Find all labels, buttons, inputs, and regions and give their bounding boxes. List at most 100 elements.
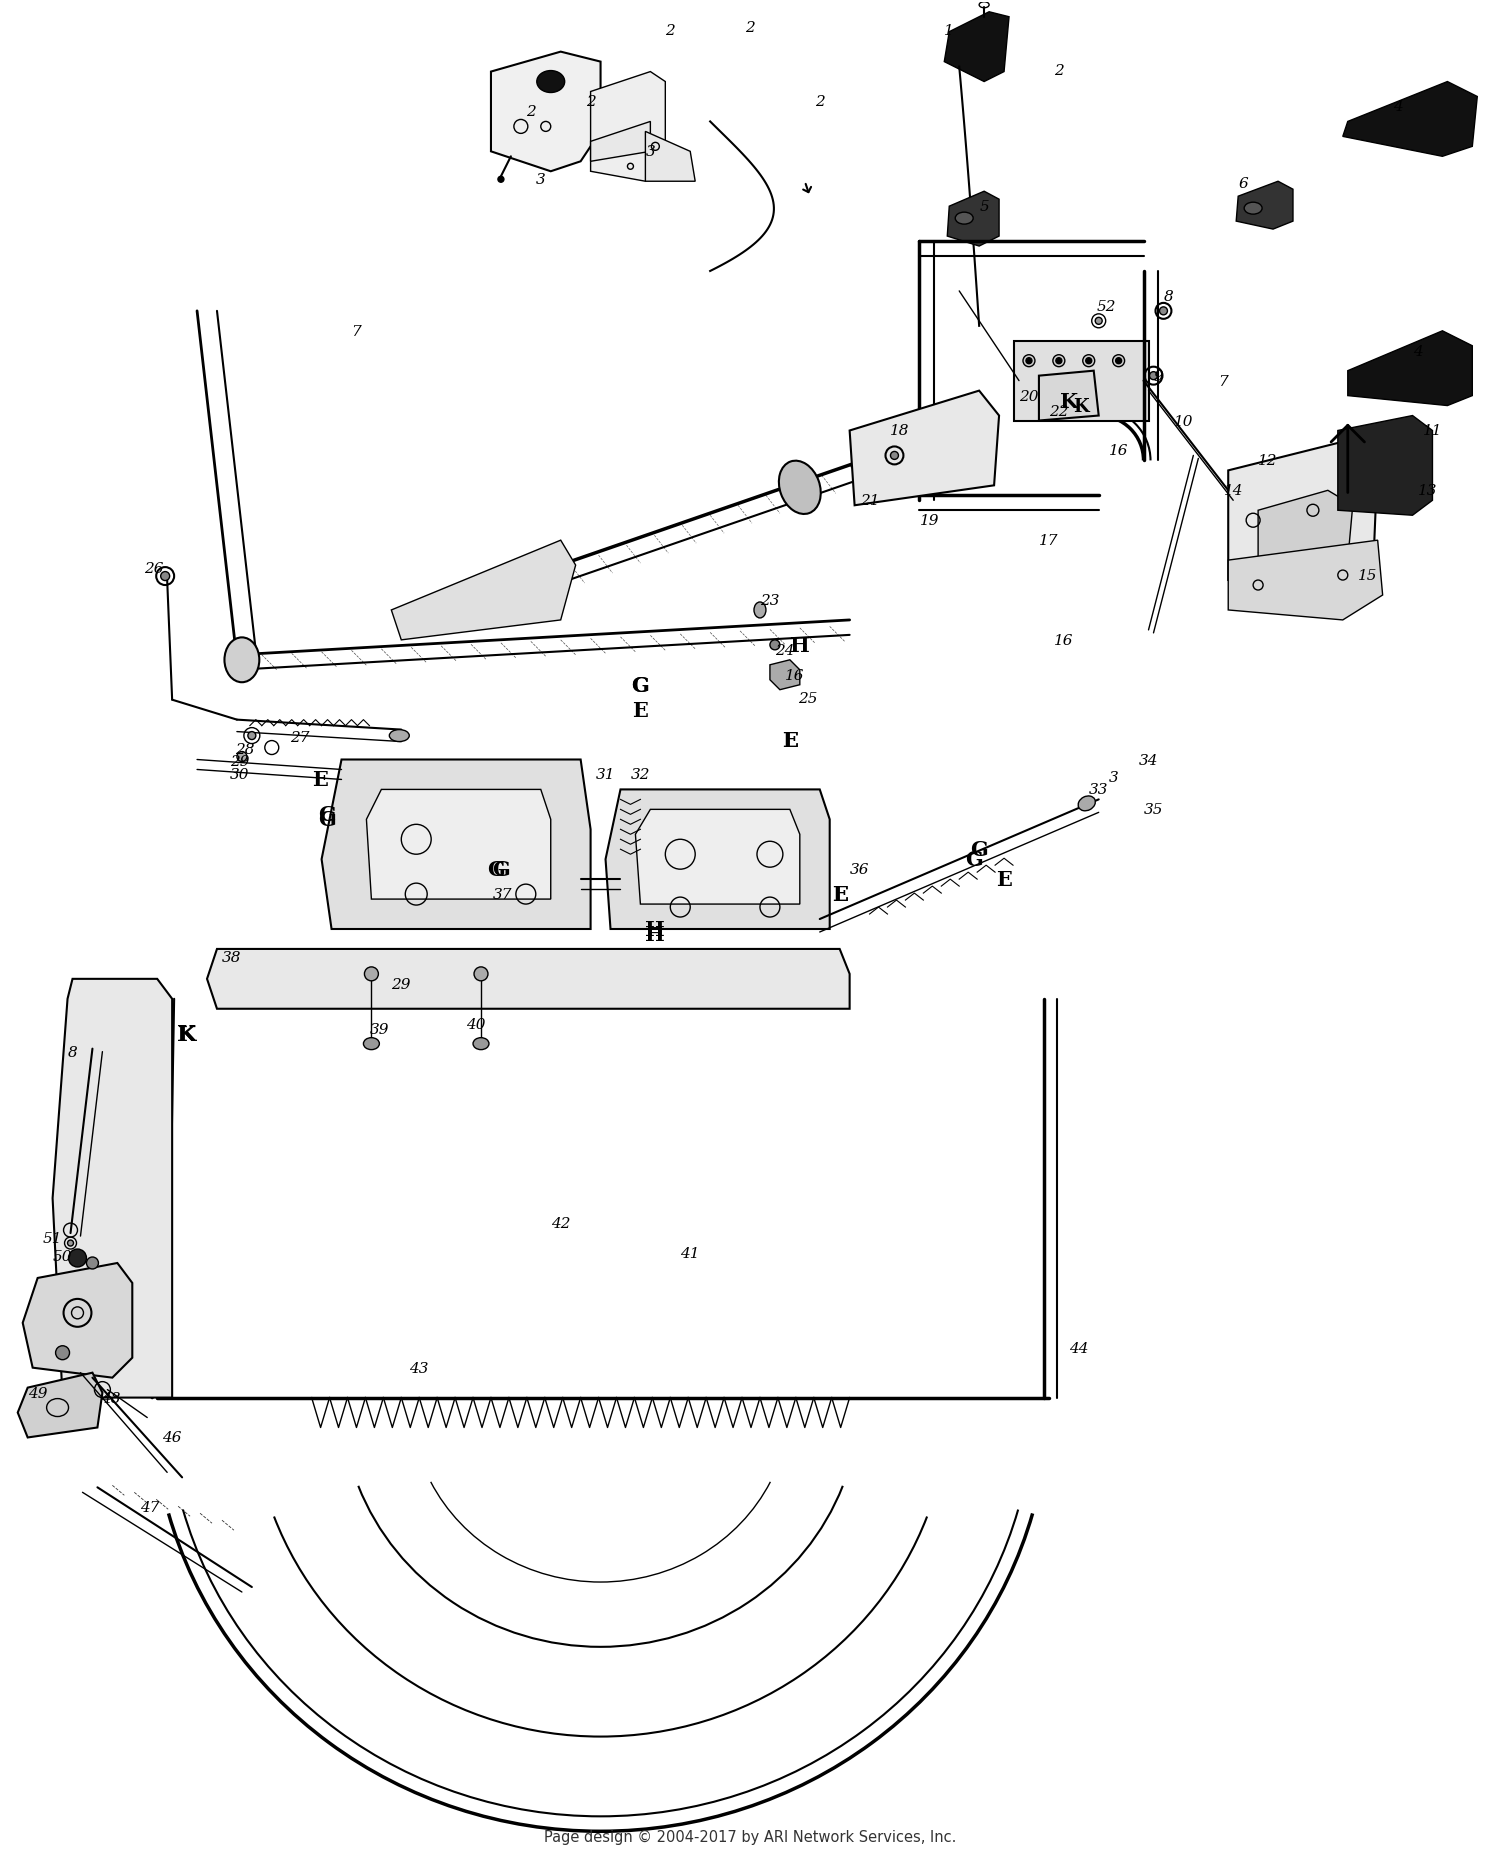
- Text: 21: 21: [859, 493, 879, 508]
- Ellipse shape: [891, 453, 898, 460]
- Text: 44: 44: [1070, 1341, 1089, 1354]
- Ellipse shape: [1078, 796, 1095, 811]
- Text: 2: 2: [526, 106, 536, 119]
- Text: 34: 34: [1138, 753, 1158, 768]
- Polygon shape: [770, 660, 800, 690]
- Ellipse shape: [1116, 358, 1122, 364]
- Ellipse shape: [248, 733, 256, 740]
- Polygon shape: [490, 52, 600, 173]
- Ellipse shape: [390, 731, 410, 742]
- Ellipse shape: [1149, 373, 1158, 380]
- Text: 10: 10: [1173, 414, 1192, 429]
- Text: E: E: [782, 731, 798, 749]
- Ellipse shape: [1023, 356, 1035, 367]
- Text: 8: 8: [1164, 289, 1173, 304]
- Text: G: G: [318, 811, 336, 829]
- Text: 52: 52: [1096, 301, 1116, 313]
- Polygon shape: [207, 950, 849, 1009]
- Polygon shape: [645, 132, 694, 182]
- Text: 9: 9: [1154, 369, 1164, 384]
- Text: H: H: [645, 924, 666, 944]
- Ellipse shape: [537, 72, 564, 93]
- Text: 40: 40: [466, 1017, 486, 1031]
- Text: E: E: [782, 731, 798, 749]
- Bar: [1014, 341, 1149, 421]
- Text: 48: 48: [100, 1391, 120, 1404]
- Text: K: K: [1060, 391, 1078, 412]
- Polygon shape: [321, 761, 591, 929]
- Text: 24: 24: [776, 644, 795, 657]
- Text: 17: 17: [1040, 534, 1059, 547]
- Text: 28: 28: [236, 742, 255, 757]
- Text: Page design © 2004-2017 by ARI Network Services, Inc.: Page design © 2004-2017 by ARI Network S…: [544, 1829, 956, 1844]
- Text: 32: 32: [630, 768, 650, 783]
- Text: 49: 49: [28, 1386, 48, 1401]
- Text: 16: 16: [784, 668, 804, 683]
- Text: 50: 50: [53, 1248, 72, 1263]
- Text: H: H: [790, 636, 810, 655]
- Text: 38: 38: [222, 950, 242, 965]
- Text: 36: 36: [850, 863, 870, 877]
- Text: 42: 42: [550, 1217, 570, 1230]
- Ellipse shape: [87, 1258, 99, 1269]
- Ellipse shape: [1095, 319, 1102, 325]
- Polygon shape: [53, 979, 172, 1399]
- Polygon shape: [636, 811, 800, 905]
- Polygon shape: [1348, 332, 1473, 406]
- Ellipse shape: [1083, 356, 1095, 367]
- Text: 16: 16: [1054, 634, 1074, 647]
- Polygon shape: [606, 790, 830, 929]
- Text: 18: 18: [890, 425, 909, 438]
- Text: 5: 5: [980, 200, 988, 213]
- Ellipse shape: [956, 213, 974, 224]
- Text: 3: 3: [645, 145, 656, 160]
- Polygon shape: [948, 193, 999, 247]
- Ellipse shape: [56, 1347, 69, 1360]
- Ellipse shape: [1056, 358, 1062, 364]
- Ellipse shape: [778, 462, 820, 514]
- Text: 20: 20: [1019, 390, 1038, 403]
- Ellipse shape: [770, 640, 780, 651]
- Text: 25: 25: [798, 692, 818, 705]
- Ellipse shape: [474, 966, 488, 981]
- Text: 47: 47: [141, 1501, 160, 1514]
- Text: 11: 11: [1422, 425, 1442, 438]
- Text: 8: 8: [68, 1044, 78, 1059]
- Text: G: G: [488, 859, 506, 879]
- Polygon shape: [945, 13, 1010, 82]
- Text: 3: 3: [536, 173, 546, 187]
- Text: 46: 46: [162, 1430, 182, 1445]
- Ellipse shape: [160, 571, 170, 581]
- Text: E: E: [633, 701, 648, 720]
- Text: 37: 37: [494, 889, 513, 902]
- Ellipse shape: [1244, 202, 1262, 215]
- Polygon shape: [392, 542, 576, 640]
- Text: K: K: [1072, 397, 1089, 416]
- Polygon shape: [1228, 441, 1377, 601]
- Polygon shape: [366, 790, 550, 900]
- Text: G: G: [318, 805, 336, 825]
- Ellipse shape: [1086, 358, 1092, 364]
- Ellipse shape: [69, 1250, 87, 1267]
- Ellipse shape: [1026, 358, 1032, 364]
- Text: 16: 16: [1108, 443, 1128, 458]
- Text: 4: 4: [1413, 345, 1422, 358]
- Polygon shape: [1228, 542, 1383, 621]
- Ellipse shape: [225, 638, 260, 683]
- Text: 7: 7: [351, 325, 361, 339]
- Text: 13: 13: [1418, 484, 1437, 497]
- Polygon shape: [849, 391, 999, 506]
- Text: G: G: [492, 859, 510, 879]
- Ellipse shape: [754, 603, 766, 618]
- Text: 31: 31: [596, 768, 615, 783]
- Ellipse shape: [363, 1039, 380, 1050]
- Text: 23: 23: [760, 594, 780, 608]
- Text: G: G: [632, 675, 650, 696]
- Ellipse shape: [237, 751, 248, 762]
- Text: K: K: [177, 1024, 197, 1044]
- Text: 19: 19: [920, 514, 939, 529]
- Text: 2: 2: [746, 20, 754, 35]
- Polygon shape: [18, 1373, 102, 1438]
- Polygon shape: [591, 72, 666, 182]
- Ellipse shape: [1160, 308, 1167, 315]
